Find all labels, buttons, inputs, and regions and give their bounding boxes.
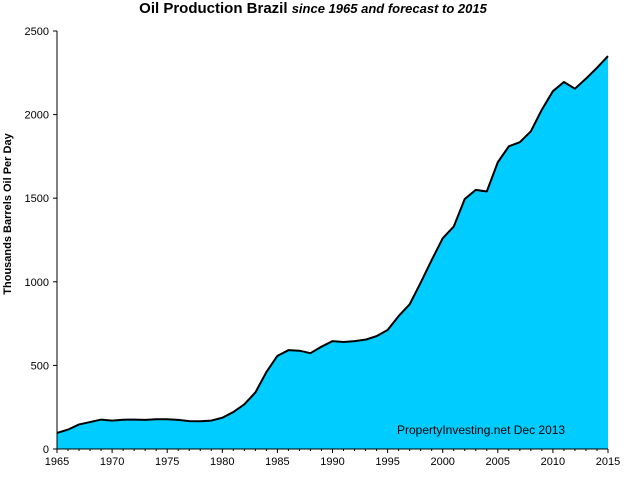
chart-title: Oil Production Brazil since 1965 and for… [0, 0, 626, 18]
y-tick-label: 2500 [25, 26, 49, 38]
x-tick-label: 1990 [320, 456, 344, 468]
chart-subtitle: since 1965 and forecast to 2015 [291, 1, 487, 16]
production-line [56, 55, 609, 434]
y-tick-label: 1500 [25, 193, 49, 205]
x-tick-label: 1980 [210, 456, 234, 468]
axis-layer [53, 30, 609, 453]
x-tick-label: 1975 [155, 456, 179, 468]
x-tick-label: 2010 [541, 456, 565, 468]
y-tick-label: 1000 [25, 277, 49, 289]
x-tick-label: 2005 [486, 456, 510, 468]
y-tick-label: 500 [31, 360, 49, 372]
x-tick-label: 1995 [375, 456, 399, 468]
x-tick-label: 1985 [265, 456, 289, 468]
chart-title-main: Oil Production Brazil [139, 0, 288, 17]
x-tick-label: 1965 [45, 456, 69, 468]
y-tick-label: 2000 [25, 110, 49, 122]
y-tick-label: 0 [43, 444, 49, 456]
x-tick-label: 2000 [430, 456, 454, 468]
production-area [57, 56, 608, 449]
tick-label-layer: 0 500 1000 1500 2000 2500 1965 1970 1975 1980 1985… [25, 26, 621, 468]
area-layer [56, 55, 609, 449]
x-tick-label: 1970 [100, 456, 124, 468]
x-tick-label: 2015 [596, 456, 620, 468]
source-annotation: PropertyInvesting.net Dec 2013 [397, 423, 565, 437]
